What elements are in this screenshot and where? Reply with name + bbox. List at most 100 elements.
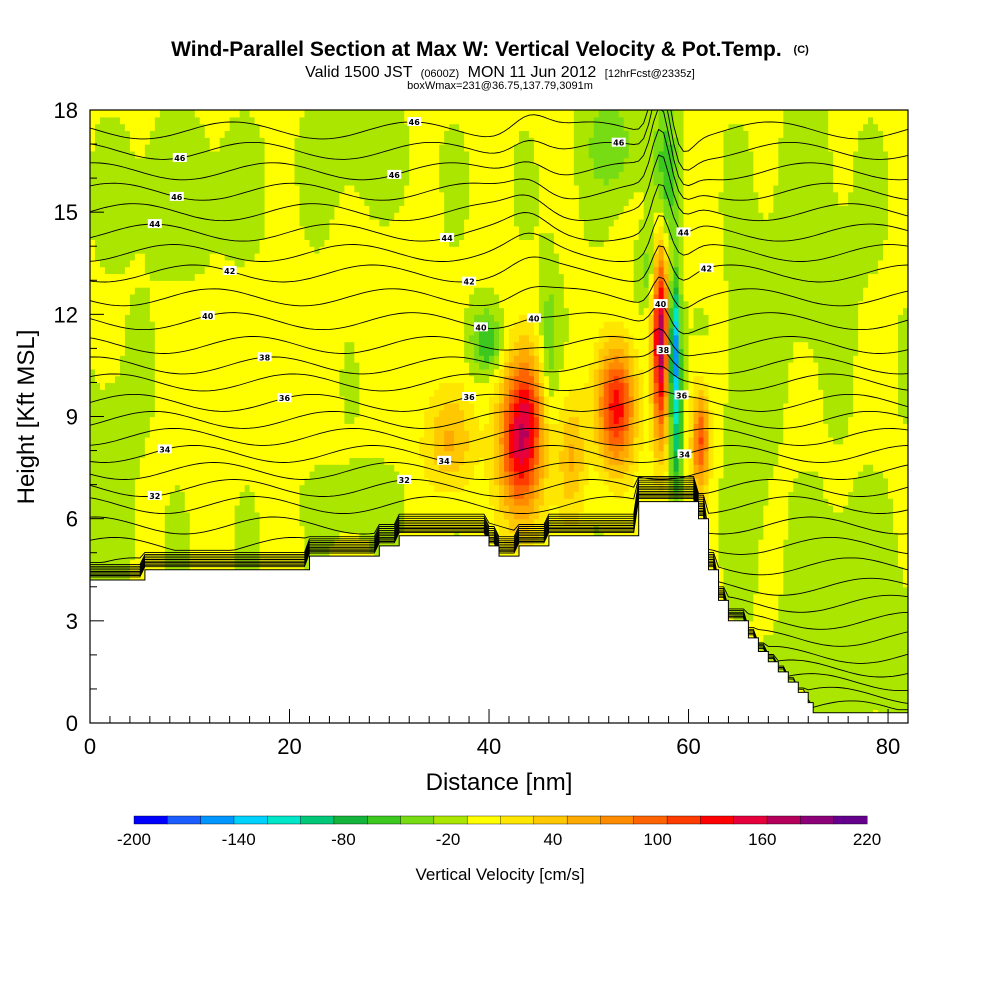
field-cell <box>214 518 221 527</box>
field-cell <box>798 614 804 622</box>
field-cell <box>793 566 799 574</box>
field-cell <box>808 695 814 704</box>
field-cell <box>628 525 635 533</box>
field-cell <box>783 566 789 574</box>
field-cell <box>793 525 799 533</box>
field-cell <box>813 648 819 656</box>
field-cell <box>738 600 744 608</box>
field-cell <box>339 532 345 540</box>
field-cell <box>778 525 784 533</box>
field-cell <box>793 675 799 683</box>
field-cell <box>788 566 794 574</box>
field-cell <box>708 539 715 547</box>
field-cell <box>783 525 789 533</box>
field-cell <box>843 614 849 622</box>
field-cell <box>783 586 789 595</box>
field-cell <box>718 525 725 533</box>
field-cell <box>239 539 246 547</box>
field-cell <box>718 579 725 588</box>
field-cell <box>733 600 740 608</box>
field-cell <box>898 641 904 649</box>
field-cell <box>264 525 271 533</box>
field-cell <box>623 525 630 533</box>
field-cell <box>299 532 306 540</box>
field-cell <box>793 654 799 663</box>
field-cell <box>139 552 146 561</box>
field-cell <box>154 545 161 554</box>
field-cell <box>893 552 899 561</box>
field-cell <box>154 525 161 533</box>
field-cell <box>259 532 266 540</box>
field-cell <box>144 518 151 527</box>
field-cell <box>738 552 744 561</box>
field-cell <box>858 668 864 676</box>
field-cell <box>119 545 126 554</box>
field-cell <box>828 661 834 670</box>
field-cell <box>803 675 809 683</box>
field-cell <box>359 511 365 520</box>
field-cell <box>104 532 111 540</box>
field-cell <box>109 532 116 540</box>
field-cell <box>903 586 908 595</box>
field-cell <box>284 511 291 520</box>
field-cell <box>803 559 809 567</box>
field-cell <box>828 654 834 663</box>
field-cell <box>259 545 266 554</box>
field-cell <box>873 607 879 615</box>
field-cell <box>903 654 908 663</box>
field-cell <box>783 648 789 656</box>
field-cell <box>788 518 794 527</box>
field-cell <box>818 573 824 581</box>
field-cell <box>743 545 749 554</box>
field-cell <box>758 518 764 527</box>
field-cell <box>828 634 834 642</box>
field-cell <box>848 579 854 588</box>
field-cell <box>723 525 730 533</box>
field-cell <box>124 552 131 561</box>
field-cell <box>878 573 884 581</box>
field-cell <box>204 525 211 533</box>
field-cell <box>464 525 470 533</box>
field-cell <box>823 627 829 636</box>
field-cell <box>728 552 735 561</box>
field-cell <box>853 573 859 581</box>
field-cell <box>778 661 784 670</box>
field-cell <box>364 532 370 540</box>
field-cell <box>209 532 216 540</box>
field-cell <box>229 525 236 533</box>
field-cell <box>848 518 854 527</box>
field-cell <box>189 532 196 540</box>
field-cell <box>808 600 814 608</box>
field-cell <box>279 518 286 527</box>
field-cell <box>249 545 256 554</box>
field-cell <box>199 525 206 533</box>
field-cell <box>883 654 889 663</box>
field-cell <box>119 518 126 527</box>
field-cell <box>828 552 834 561</box>
field-cell <box>713 539 720 547</box>
field-cell <box>339 518 345 527</box>
field-cell <box>808 579 814 588</box>
field-cell <box>778 579 784 588</box>
field-cell <box>813 675 819 683</box>
field-cell <box>728 559 735 567</box>
field-cell <box>883 688 889 697</box>
field-cell <box>359 532 365 540</box>
field-cell <box>838 695 844 704</box>
field-cell <box>90 539 96 547</box>
field-cell <box>568 525 575 533</box>
field-cell <box>898 552 904 561</box>
field-cell <box>813 525 819 533</box>
field-cell <box>718 573 725 581</box>
field-cell <box>873 654 879 663</box>
field-cell <box>733 579 740 588</box>
field-cell <box>469 525 475 533</box>
field-cell <box>324 518 331 527</box>
field-cell <box>788 545 794 554</box>
field-cell <box>823 614 829 622</box>
field-cell <box>868 695 874 704</box>
field-cell <box>813 539 819 547</box>
field-cell <box>873 579 879 588</box>
field-cell <box>773 532 779 540</box>
field-cell <box>139 532 146 540</box>
